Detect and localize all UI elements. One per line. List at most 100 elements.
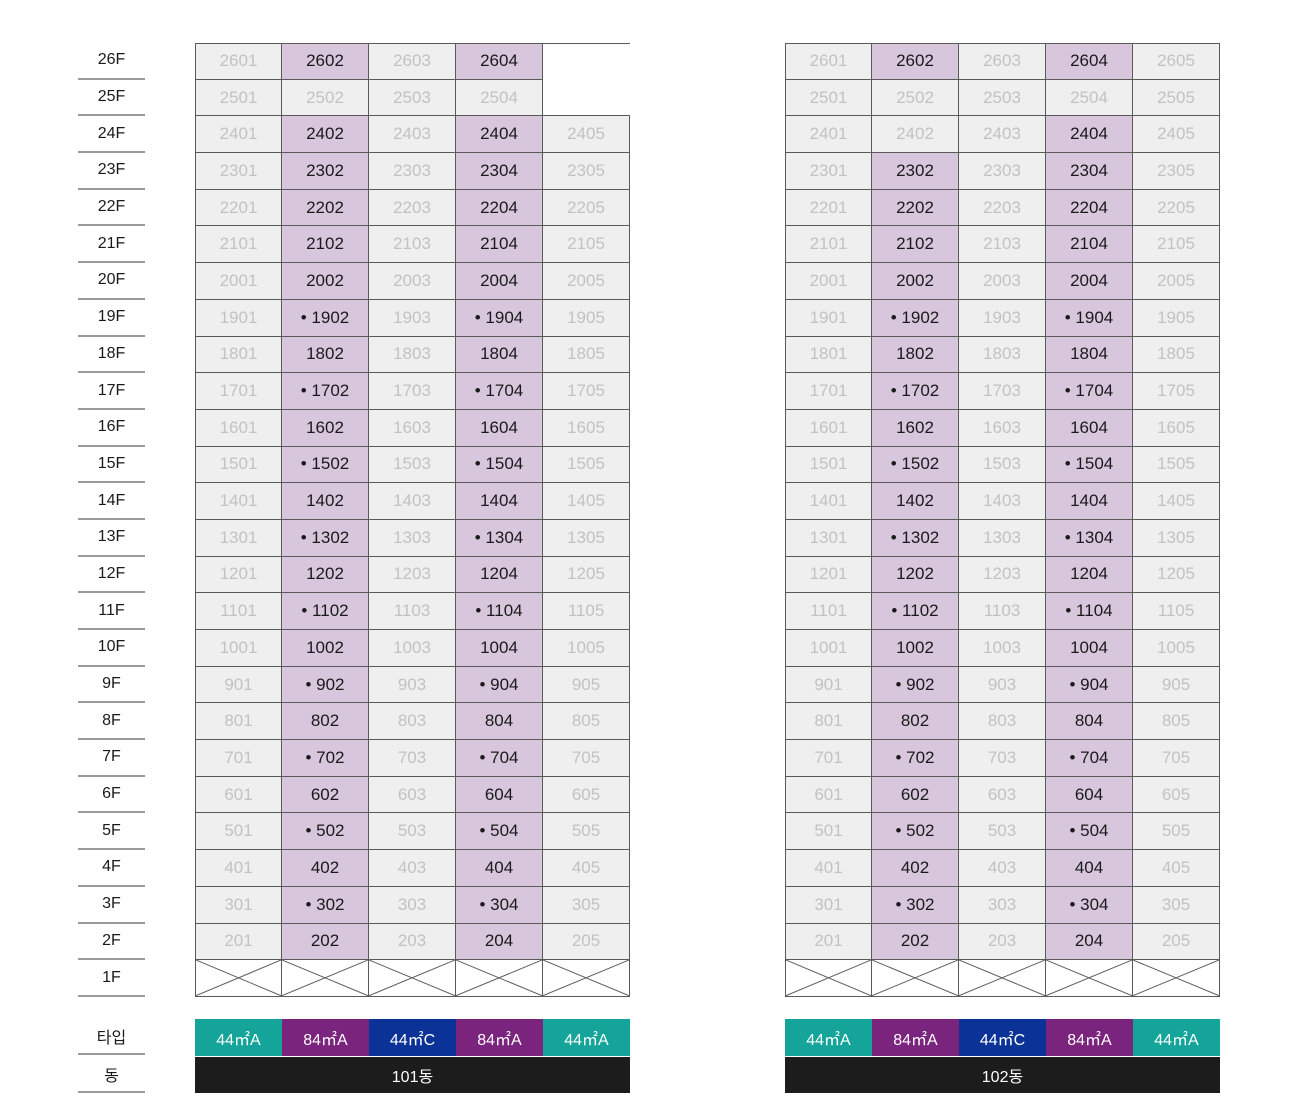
floor-label: 22F xyxy=(78,190,145,227)
unit-cell: 1303 xyxy=(369,519,456,557)
unit-cell: • 1504 xyxy=(1046,446,1133,484)
pilotis-row xyxy=(785,960,1220,997)
unit-cell: • 1304 xyxy=(1046,519,1133,557)
pilotis-cross-icon xyxy=(195,960,282,997)
building-102-dong-label: 102동 xyxy=(785,1057,1220,1093)
unit-cell: • 1102 xyxy=(282,593,369,630)
unit-type-label: 44㎡C xyxy=(959,1019,1046,1056)
unit-cell: 1601 xyxy=(785,409,872,447)
floor-row: 2601 2602 2603 2604 xyxy=(195,43,630,80)
unit-cell: 703 xyxy=(959,740,1046,777)
unit-cell: 1703 xyxy=(369,373,456,410)
unit-cell: 2303 xyxy=(369,153,456,190)
floor-row: 401 402 403 404 405 xyxy=(785,850,1220,887)
floor-row: 1501 • 1502 1503 • 1504 1505 xyxy=(195,446,630,484)
unit-cell: 2504 xyxy=(1046,79,1133,117)
unit-cell: 2401 xyxy=(785,116,872,154)
unit-cell: 2204 xyxy=(1046,189,1133,227)
floor-label: 9F xyxy=(78,667,145,704)
type-row-label: 타입 xyxy=(78,1019,145,1055)
floor-label: 4F xyxy=(78,850,145,887)
unit-cell: 202 xyxy=(872,923,959,961)
unit-cell: 405 xyxy=(543,850,630,887)
unit-cell: 1201 xyxy=(195,556,282,594)
unit-cell: 1802 xyxy=(872,336,959,374)
unit-cell: 1301 xyxy=(195,519,282,557)
unit-cell: 1602 xyxy=(872,409,959,447)
unit-type-label: 84㎡A xyxy=(282,1019,369,1056)
building-102-grid: 2601 2602 2603 2604 2605 2501 2502 2503 2504 2505… xyxy=(785,43,1220,997)
floor-label: 23F xyxy=(78,153,145,190)
unit-cell: 703 xyxy=(369,740,456,777)
unit-cell: 2404 xyxy=(1046,116,1133,154)
unit-cell: 802 xyxy=(872,703,959,741)
floor-label: 16F xyxy=(78,410,145,447)
unit-cell: • 304 xyxy=(1046,886,1133,924)
floor-row: 1601 1602 1603 1604 1605 xyxy=(785,409,1220,447)
unit-cell: 2203 xyxy=(959,189,1046,227)
unit-cell: • 1302 xyxy=(872,519,959,557)
unit-cell: 1105 xyxy=(543,593,630,630)
unit-cell: 1603 xyxy=(369,409,456,447)
unit-cell: • 1302 xyxy=(282,519,369,557)
unit-cell: 401 xyxy=(785,850,872,887)
unit-cell: 2305 xyxy=(543,153,630,190)
unit-cell: • 1704 xyxy=(456,373,543,410)
floor-row: 1301 • 1302 1303 • 1304 1305 xyxy=(195,519,630,557)
floor-label: 21F xyxy=(78,226,145,264)
unit-cell: 205 xyxy=(543,923,630,961)
unit-cell: • 1104 xyxy=(1046,593,1133,630)
unit-type-label: 44㎡A xyxy=(195,1019,282,1056)
unit-cell: • 1704 xyxy=(1046,373,1133,410)
unit-cell: 1801 xyxy=(785,336,872,374)
unit-cell: 205 xyxy=(1133,923,1220,961)
unit-cell: 805 xyxy=(1133,703,1220,741)
unit-cell: 402 xyxy=(872,850,959,887)
building-101-grid: 2601 2602 2603 2604 2501 2502 2503 2504 2401 2402… xyxy=(195,43,630,997)
unit-cell: 1705 xyxy=(543,373,630,410)
unit-cell: 1701 xyxy=(785,373,872,410)
unit-cell: 701 xyxy=(195,740,282,777)
unit-cell: 1301 xyxy=(785,519,872,557)
floor-label: 2F xyxy=(78,924,145,961)
unit-cell: • 1504 xyxy=(456,446,543,484)
floor-row: 301 • 302 303 • 304 305 xyxy=(785,886,1220,924)
unit-cell: 2201 xyxy=(785,189,872,227)
unit-cell: 2505 xyxy=(1133,79,1220,117)
pilotis-row xyxy=(195,960,630,997)
unit-cell: 2302 xyxy=(872,153,959,190)
unit-cell: 603 xyxy=(369,776,456,814)
unit-cell: 2405 xyxy=(543,116,630,154)
unit-cell: 2003 xyxy=(369,263,456,300)
floor-row: 2101 2102 2103 2104 2105 xyxy=(195,226,630,264)
unit-cell: 1901 xyxy=(195,299,282,337)
unit-cell: 203 xyxy=(369,923,456,961)
unit-cell: 601 xyxy=(195,776,282,814)
floor-row: 801 802 803 804 805 xyxy=(195,703,630,741)
unit-cell: 804 xyxy=(1046,703,1133,741)
pilotis-cross-icon xyxy=(1046,960,1133,997)
unit-cell: • 1502 xyxy=(872,446,959,484)
floor-label: 1F xyxy=(78,960,145,997)
unit-cell: 1203 xyxy=(959,556,1046,594)
unit-cell: • 904 xyxy=(456,666,543,704)
unit-cell: 2301 xyxy=(195,153,282,190)
unit-cell: 1203 xyxy=(369,556,456,594)
unit-cell: 2501 xyxy=(195,79,282,117)
floor-row: 301 • 302 303 • 304 305 xyxy=(195,886,630,924)
unit-cell: 1905 xyxy=(1133,299,1220,337)
floor-label: 3F xyxy=(78,887,145,924)
unit-cell: 202 xyxy=(282,923,369,961)
floor-row: 201 202 203 204 205 xyxy=(785,923,1220,961)
unit-cell: 2604 xyxy=(456,43,543,80)
floor-row: 201 202 203 204 205 xyxy=(195,923,630,961)
unit-cell: 2103 xyxy=(369,226,456,264)
unit-cell: 2504 xyxy=(456,79,543,117)
unit-cell: 2403 xyxy=(959,116,1046,154)
unit-cell: 1201 xyxy=(785,556,872,594)
unit-cell: 1901 xyxy=(785,299,872,337)
unit-cell: 802 xyxy=(282,703,369,741)
unit-cell: 1604 xyxy=(1046,409,1133,447)
unit-cell: 1503 xyxy=(959,446,1046,484)
unit-cell: 1202 xyxy=(872,556,959,594)
